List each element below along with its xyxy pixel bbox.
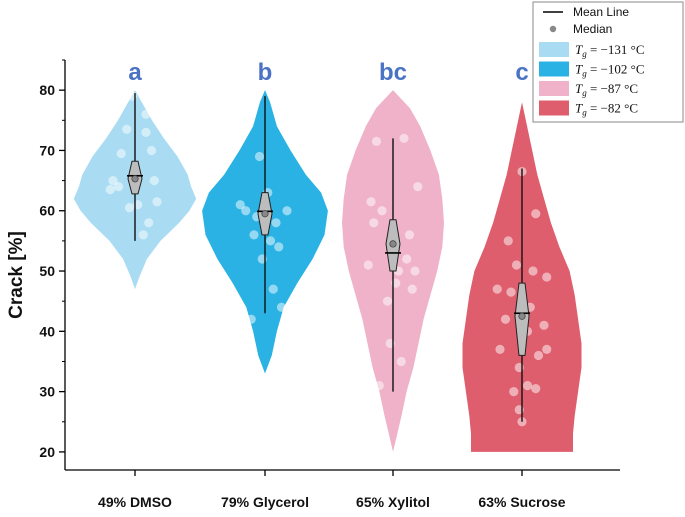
data-point (116, 148, 126, 159)
data-point (410, 266, 420, 276)
data-point (144, 218, 154, 228)
data-point (265, 236, 276, 246)
data-point (522, 380, 533, 391)
legend-swatch (539, 81, 569, 96)
data-point (528, 266, 538, 276)
data-point (274, 242, 284, 252)
data-point (141, 109, 151, 119)
median-marker (261, 210, 269, 218)
data-point (282, 206, 292, 216)
data-point (382, 296, 393, 306)
legend-median-label: Median (573, 22, 612, 36)
y-tick-label: 70 (39, 142, 55, 158)
data-point (542, 344, 552, 355)
data-point (369, 218, 379, 228)
data-point (492, 284, 502, 294)
violin-group: b 79% Glycerol (202, 59, 328, 510)
x-tick-label: 49% DMSO (98, 494, 172, 510)
y-tick-label: 60 (39, 203, 55, 219)
legend-swatch (539, 42, 569, 57)
data-point (241, 206, 251, 216)
x-tick-label: 65% Xylitol (356, 494, 430, 510)
data-point (122, 124, 132, 134)
data-point (404, 230, 415, 240)
legend-mean-line-label: Mean Line (573, 5, 629, 19)
data-point (124, 203, 135, 213)
y-tick-label: 30 (39, 384, 55, 400)
data-point (141, 127, 151, 137)
data-point (271, 218, 281, 228)
median-marker (389, 240, 397, 248)
y-tick-label: 20 (39, 444, 55, 460)
y-tick-label: 50 (39, 263, 55, 279)
legend-entry-label: Tg = −131 °C (575, 42, 645, 59)
x-tick-label: 79% Glycerol (221, 494, 309, 510)
data-point (108, 175, 118, 186)
data-point (149, 175, 159, 186)
data-point (374, 380, 384, 391)
data-point (366, 197, 376, 207)
legend-swatch (539, 61, 569, 77)
data-point (268, 284, 278, 294)
data-point (105, 185, 115, 195)
data-point (152, 197, 162, 207)
significance-letter: a (128, 59, 142, 86)
data-point (407, 284, 417, 294)
data-point (511, 260, 522, 270)
y-tick-label: 40 (39, 323, 55, 339)
data-point (249, 230, 259, 240)
y-axis-label: Crack [%] (6, 231, 27, 319)
significance-letter: c (515, 59, 528, 86)
data-point (542, 272, 552, 282)
legend: Mean Line Median Tg = −131 °C Tg = −102 °C T… (532, 1, 684, 123)
significance-letter: bc (379, 59, 407, 86)
violin-group: c 63% Sucrose (462, 59, 582, 510)
data-point (413, 182, 423, 192)
data-point (146, 145, 157, 156)
data-point (500, 314, 511, 324)
data-point (399, 133, 409, 143)
data-point (371, 136, 382, 146)
data-point (377, 206, 387, 216)
data-point (531, 384, 541, 394)
data-point (506, 287, 516, 297)
data-point (509, 387, 519, 397)
median-marker (131, 175, 139, 183)
data-point (138, 230, 148, 240)
data-point (113, 182, 124, 192)
legend-entry-label: Tg = −82 °C (575, 101, 638, 118)
violin-group: a 49% DMSO (73, 59, 197, 510)
data-point (276, 302, 287, 312)
data-point (363, 260, 373, 270)
data-point (246, 314, 256, 324)
x-tick-label: 63% Sucrose (478, 494, 565, 510)
significance-letter: b (258, 59, 273, 86)
data-point (402, 254, 412, 264)
y-tick-label: 80 (39, 82, 55, 98)
legend-swatch (539, 100, 569, 116)
legend-median-swatch (549, 25, 557, 33)
violin-group: bc 65% Xylitol (342, 59, 444, 510)
data-point (539, 320, 549, 330)
data-point (254, 151, 265, 162)
median-marker (518, 312, 526, 320)
data-point (531, 209, 541, 219)
data-point (396, 356, 406, 367)
data-point (533, 350, 544, 361)
plot-area: 20 30 40 50 60 70 80 a 49% DMSO b 79% Glycerol bc 65… (39, 59, 620, 510)
data-point (235, 200, 245, 210)
data-point (503, 236, 513, 246)
legend-entry-label: Tg = −102 °C (575, 62, 645, 79)
data-point (495, 344, 505, 355)
legend-entry-label: Tg = −87 °C (575, 81, 638, 98)
